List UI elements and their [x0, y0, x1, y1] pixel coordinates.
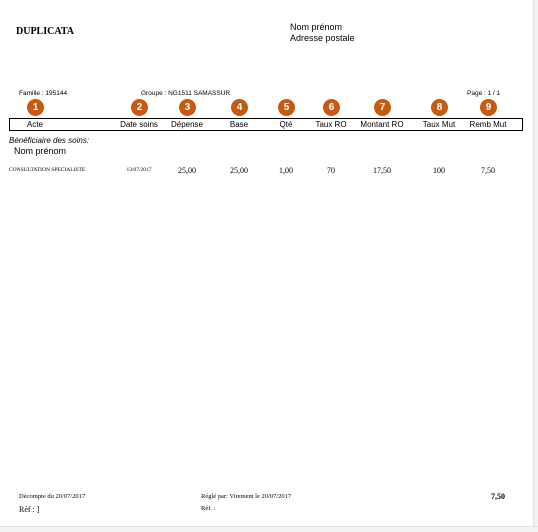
- column-badge: 4: [231, 99, 248, 116]
- recipient-address: Adresse postale: [290, 33, 355, 43]
- recipient-name: Nom prénom: [290, 22, 343, 32]
- column-badge: 1: [27, 99, 44, 116]
- table-cell: 13/07/2017: [126, 167, 152, 173]
- column-header: Base: [229, 120, 249, 129]
- regle-par: Réglé par: Virement le 20/07/2017: [201, 493, 292, 500]
- beneficiaire-label: Bénéficiaire des soins:: [9, 136, 90, 145]
- recipient-block: Nom prénom Adresse postale: [290, 22, 355, 44]
- column-header: Taux RO: [315, 120, 347, 129]
- page-edge-right: [533, 0, 538, 531]
- reference-2: Réf. :: [201, 505, 216, 512]
- column-badge: 8: [431, 99, 448, 116]
- table-header-box: [9, 118, 523, 131]
- table-cell: 100: [433, 166, 445, 175]
- groupe-label: Groupe : NG1511 SAMASSUR: [141, 90, 231, 97]
- table-cell: CONSULTATION SPECIALISTE: [9, 167, 86, 173]
- column-badge: 7: [374, 99, 391, 116]
- column-header: Remb Mut: [469, 120, 507, 129]
- reference-1: Réf : ]: [19, 505, 40, 514]
- table-cell: 1,00: [279, 166, 293, 175]
- column-badge: 9: [480, 99, 497, 116]
- column-header: Date soins: [120, 120, 158, 129]
- page-edge-bottom: [0, 526, 538, 532]
- decompte-date: Décompte du 20/07/2017: [19, 493, 86, 500]
- table-cell: 25,00: [178, 166, 196, 175]
- column-header: Acte: [26, 120, 44, 129]
- page-number: Page : 1 / 1: [467, 90, 501, 97]
- table-cell: 7,50: [481, 166, 495, 175]
- beneficiaire-name: Nom prénom: [14, 146, 67, 156]
- column-badge: 5: [278, 99, 295, 116]
- table-cell: 25,00: [230, 166, 248, 175]
- column-badge: 6: [323, 99, 340, 116]
- column-badge: 3: [179, 99, 196, 116]
- famille-label: Famille : 195144: [19, 90, 68, 97]
- column-header: Dépense: [170, 120, 204, 129]
- column-header: Qté: [279, 120, 293, 129]
- document-title: DUPLICATA: [16, 26, 74, 37]
- table-cell: 17,50: [373, 166, 391, 175]
- column-header: Montant RO: [360, 120, 404, 129]
- total-amount: 7,50: [491, 492, 505, 501]
- table-cell: 70: [327, 166, 335, 175]
- column-header: Taux Mut: [422, 120, 456, 129]
- column-badge: 2: [131, 99, 148, 116]
